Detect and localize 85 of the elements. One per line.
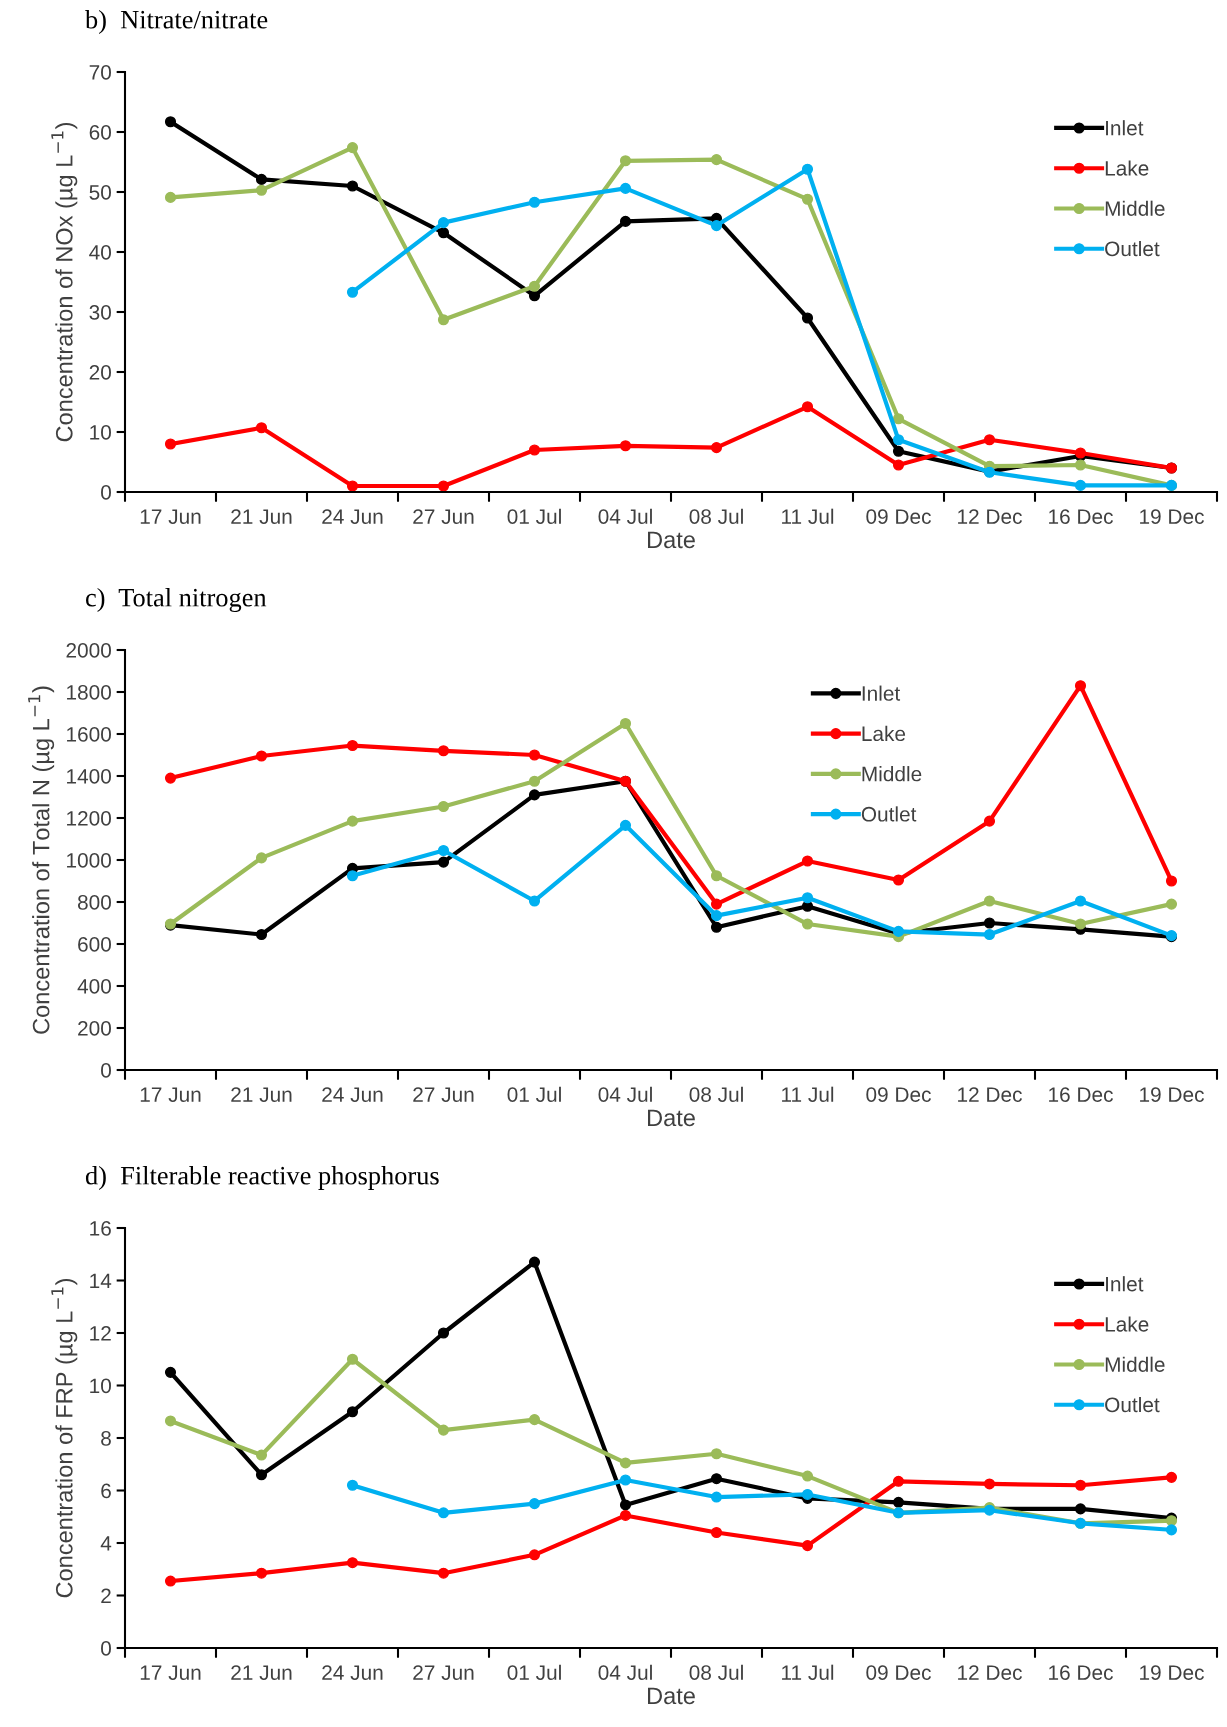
legend-label: Outlet [1105,240,1160,257]
x-tick-label: 21 Jun [231,509,292,524]
y-tick-label: 2000 [66,643,111,658]
chart-title: d) Filterable reactive phosphorus [85,1166,439,1190]
y-tick-label: 0 [101,1641,111,1656]
x-tick-label: 09 Dec [866,509,931,524]
legend-label: Middle [1105,1356,1165,1372]
x-tick-label: 16 Dec [1049,1665,1113,1680]
y-tick-label: 14 [90,1273,112,1289]
legend-label: Inlet [1106,1276,1144,1292]
x-tick-label: 19 Dec [1140,509,1204,524]
x-tick-label: 12 Dec [958,1087,1022,1102]
x-tick-label: 27 Jun [413,1665,474,1680]
y-tick-label: 60 [89,125,111,140]
legend-label: Outlet [1105,1396,1160,1413]
y-tick-label: 6 [101,1483,111,1499]
chart-title: b) Nitrate/nitrate [85,10,268,34]
x-tick-label: 04 Jul [598,1086,652,1102]
x-axis-title: Date [648,531,695,549]
y-axis-title: Concentration of FRP (µg L$^{−1}$) [51,1279,78,1598]
x-tick-label: 09 Dec [866,1665,931,1680]
legend-label: Outlet [861,806,917,822]
x-tick-label: 24 Jun [322,1665,383,1680]
x-tick-label: 11 Jul [782,508,834,524]
y-tick-label: 10 [90,425,111,440]
y-tick-label: 0 [101,1063,111,1078]
y-tick-label: 12 [90,1326,111,1341]
y-tick-label: 70 [89,65,111,80]
y-tick-label: 1400 [67,769,111,784]
y-tick-label: 0 [101,485,111,500]
x-tick-label: 11 Jul [782,1086,834,1102]
x-tick-label: 16 Dec [1049,509,1113,524]
x-axis-title: Date [648,1109,695,1127]
x-tick-label: 19 Dec [1140,1665,1204,1680]
y-tick-label: 1000 [67,853,111,868]
y-tick-label: 16 [90,1221,111,1236]
y-tick-label: 1600 [67,727,111,742]
y-tick-label: 40 [89,245,111,260]
y-tick-label: 400 [77,979,111,994]
x-tick-label: 09 Dec [866,1087,931,1102]
y-tick-label: 200 [78,1021,111,1036]
x-tick-label: 12 Dec [958,509,1022,524]
y-tick-label: 8 [101,1431,111,1446]
legend-label: Inlet [862,685,901,701]
x-tick-label: 21 Jun [231,1087,292,1102]
legend-label: Middle [1105,200,1165,216]
y-tick-label: 10 [90,1378,111,1394]
x-tick-label: 27 Jun [413,1087,474,1102]
x-tick-label: 24 Jun [322,509,383,524]
legend-label: Lake [1105,1316,1149,1332]
legend-label: Middle [862,766,922,782]
chart-title: c) Total nitrogen [86,588,267,612]
y-tick-label: 800 [77,895,111,910]
legend-label: Lake [862,725,906,742]
legend-label: Inlet [1106,120,1144,136]
x-tick-label: 01 Jul [507,1664,561,1680]
x-tick-label: 12 Dec [958,1665,1022,1680]
x-tick-label: 27 Jun [413,509,474,524]
y-tick-label: 20 [89,365,111,380]
x-tick-label: 21 Jun [231,1665,292,1680]
y-axis-title: Concentration of Total N (µg L$^{−1}$) [28,686,55,1034]
legend-label: Lake [1105,160,1149,176]
x-tick-label: 17 Jun [140,509,201,524]
x-tick-label: 16 Dec [1049,1087,1113,1102]
y-tick-label: 1200 [67,811,111,826]
x-tick-label: 04 Jul [598,508,652,524]
x-tick-label: 04 Jul [598,1664,652,1680]
x-tick-label: 08 Jul [689,1086,743,1102]
y-tick-label: 1800 [67,685,111,700]
x-tick-label: 11 Jul [782,1664,834,1680]
x-tick-label: 17 Jun [140,1087,201,1102]
x-tick-label: 24 Jun [322,1087,383,1102]
x-tick-label: 19 Dec [1140,1087,1204,1102]
y-tick-label: 2 [101,1588,111,1604]
y-tick-label: 600 [78,937,111,952]
x-tick-label: 01 Jul [507,508,561,524]
x-tick-label: 01 Jul [507,1086,561,1102]
y-tick-label: 50 [89,185,111,200]
y-tick-label: 4 [100,1536,112,1551]
x-axis-title: Date [648,1687,695,1705]
y-tick-label: 30 [89,305,111,320]
x-tick-label: 17 Jun [140,1665,201,1680]
x-tick-label: 08 Jul [689,508,743,524]
x-tick-label: 08 Jul [689,1664,743,1680]
y-axis-title: Concentration of NOx (µg L$^{−1}$) [51,123,78,442]
